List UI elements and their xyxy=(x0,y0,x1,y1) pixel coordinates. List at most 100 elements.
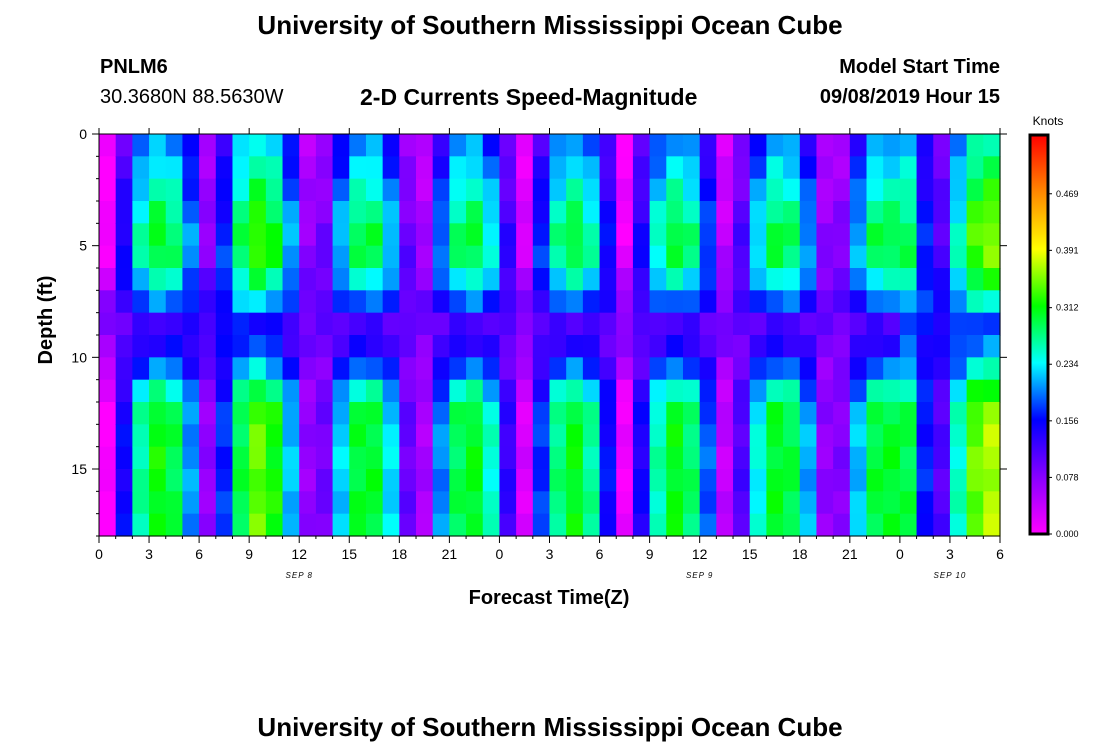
heatmap-cell xyxy=(432,134,450,157)
heatmap-cell xyxy=(916,134,934,157)
heatmap-cell xyxy=(516,290,534,314)
heatmap-cell xyxy=(632,178,651,202)
heatmap-cell xyxy=(182,178,200,202)
x-tick-label: 6 xyxy=(596,546,604,562)
heatmap-cell xyxy=(132,446,150,470)
heatmap-cell xyxy=(866,446,884,470)
heatmap-cell xyxy=(833,469,851,492)
heatmap-cell xyxy=(132,469,150,492)
heatmap-cell xyxy=(549,357,567,381)
heatmap-cell xyxy=(849,245,868,269)
heatmap-cell xyxy=(449,424,467,448)
heatmap-cell xyxy=(849,223,868,247)
heatmap-cell xyxy=(466,290,484,314)
heatmap-cell xyxy=(249,290,267,314)
heatmap-cell xyxy=(365,156,384,180)
heatmap-cell xyxy=(766,245,784,269)
heatmap-cell xyxy=(466,357,484,381)
heatmap-cell xyxy=(849,379,868,403)
heatmap-cell xyxy=(799,357,818,381)
heatmap-cell xyxy=(482,312,501,336)
heatmap-cell xyxy=(182,513,200,537)
heatmap-cell xyxy=(682,379,701,403)
heatmap-cell xyxy=(449,491,467,515)
heatmap-cell xyxy=(299,156,317,180)
heatmap-cell xyxy=(299,201,317,224)
heatmap-cell xyxy=(416,134,434,157)
heatmap-cell xyxy=(849,268,868,291)
heatmap-cell xyxy=(566,379,584,403)
x-tick-label: 18 xyxy=(792,546,808,562)
heatmap-cell xyxy=(632,469,651,492)
heatmap-cell xyxy=(499,379,517,403)
heatmap-cell xyxy=(499,491,517,515)
heatmap-cell xyxy=(232,268,250,291)
heatmap-cell xyxy=(466,312,484,336)
heatmap-cell xyxy=(482,335,501,358)
heatmap-cell xyxy=(616,290,634,314)
heatmap-cell xyxy=(682,312,701,336)
heatmap-cell xyxy=(949,379,968,403)
heatmap-cell xyxy=(983,424,1001,448)
heatmap-cell xyxy=(399,335,417,358)
heatmap-cell xyxy=(632,357,651,381)
heatmap-cell xyxy=(449,134,467,157)
heatmap-cell xyxy=(766,513,784,537)
heatmap-cell xyxy=(883,290,901,314)
heatmap-cell xyxy=(616,402,634,425)
heatmap-cell xyxy=(249,424,267,448)
heatmap-cell xyxy=(265,290,284,314)
heatmap-cell xyxy=(482,178,501,202)
heatmap-cell xyxy=(315,402,334,425)
heatmap-cell xyxy=(632,245,651,269)
heatmap-cell xyxy=(899,424,918,448)
heatmap-cell xyxy=(899,223,918,247)
heatmap-cell xyxy=(916,424,934,448)
heatmap-cell xyxy=(816,379,834,403)
heatmap-cell xyxy=(682,178,701,202)
heatmap-cell xyxy=(749,469,768,492)
heatmap-cell xyxy=(332,424,350,448)
heatmap-cell xyxy=(532,223,551,247)
heatmap-cell xyxy=(883,156,901,180)
heatmap-cell xyxy=(616,513,634,537)
heatmap-cell xyxy=(666,402,684,425)
heatmap-cell xyxy=(165,290,184,314)
heatmap-cell xyxy=(733,223,751,247)
heatmap-cell xyxy=(833,513,851,537)
heatmap-cell xyxy=(149,357,167,381)
heatmap-cell xyxy=(949,424,968,448)
heatmap-cell xyxy=(799,134,818,157)
heatmap-cell xyxy=(466,178,484,202)
heatmap-cell xyxy=(449,357,467,381)
heatmap-cell xyxy=(599,134,617,157)
heatmap-cell xyxy=(165,357,184,381)
heatmap-cell xyxy=(399,379,417,403)
heatmap-cell xyxy=(682,446,701,470)
heatmap-cell xyxy=(899,245,918,269)
heatmap-cell xyxy=(182,379,200,403)
heatmap-cell xyxy=(566,268,584,291)
heatmap-cell xyxy=(549,245,567,269)
heatmap-cell xyxy=(332,513,350,537)
heatmap-cell xyxy=(115,201,133,224)
heatmap-cell xyxy=(299,312,317,336)
heatmap-cell xyxy=(349,223,367,247)
heatmap-cell xyxy=(432,335,450,358)
heatmap-cell xyxy=(115,134,133,157)
heatmap-cell xyxy=(799,491,818,515)
heatmap-cell xyxy=(399,312,417,336)
heatmap-cell xyxy=(566,446,584,470)
heatmap-cell xyxy=(632,513,651,537)
heatmap-cell xyxy=(482,446,501,470)
heatmap-cell xyxy=(232,469,250,492)
heatmap-cell xyxy=(566,223,584,247)
colorbar-tick-label: 0.000 xyxy=(1056,529,1079,539)
heatmap-cell xyxy=(799,469,818,492)
heatmap-cell xyxy=(566,335,584,358)
heatmap-cell xyxy=(499,223,517,247)
heatmap-cell xyxy=(332,201,350,224)
heatmap-cell xyxy=(983,245,1001,269)
heatmap-cell xyxy=(616,379,634,403)
heatmap-cell xyxy=(799,223,818,247)
